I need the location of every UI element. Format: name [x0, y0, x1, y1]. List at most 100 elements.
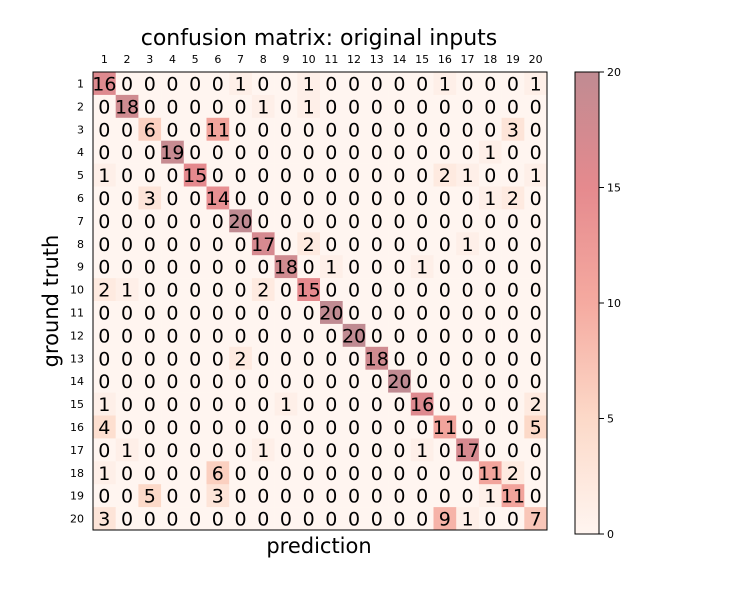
cell-value: 2 [507, 188, 519, 210]
matrix-cell [115, 392, 139, 416]
y-tick-label: 15 [70, 398, 84, 411]
x-tick-label: 9 [282, 53, 289, 66]
y-tick-label: 19 [70, 490, 84, 503]
matrix-cell [388, 301, 412, 325]
matrix-cell [478, 346, 502, 370]
cell-value: 0 [530, 257, 542, 279]
matrix-cell [433, 255, 457, 279]
cell-value: 1 [121, 280, 133, 302]
matrix-cell [524, 278, 548, 302]
matrix-cell [138, 461, 162, 485]
cell-value: 0 [144, 463, 156, 485]
cell-value: 0 [462, 417, 474, 439]
cell-value: 0 [393, 302, 405, 324]
cell-value: 0 [348, 417, 360, 439]
matrix-cell [183, 484, 207, 508]
cell-value: 0 [371, 509, 383, 531]
matrix-cell [342, 117, 366, 141]
matrix-cell [297, 323, 321, 348]
cell-value: 0 [439, 280, 451, 302]
cell-value: 0 [348, 257, 360, 279]
cell-value: 1 [303, 73, 315, 95]
cell-value: 0 [484, 394, 496, 416]
cell-value: 0 [348, 371, 360, 393]
cell-value: 0 [189, 417, 201, 439]
matrix-cell [229, 72, 253, 96]
cell-value: 0 [439, 371, 451, 393]
matrix-cell [161, 392, 185, 416]
colorbar-tick-label: 10 [607, 297, 621, 310]
matrix-cell [456, 163, 480, 187]
cell-value: 0 [530, 234, 542, 256]
cell-value: 0 [462, 257, 474, 279]
matrix-cell [410, 117, 434, 141]
matrix-cell [410, 346, 434, 370]
matrix-cell [478, 392, 502, 416]
matrix-cell [365, 278, 389, 302]
cell-value: 0 [280, 463, 292, 485]
matrix-cell [115, 484, 139, 508]
matrix-cell [410, 301, 434, 325]
matrix-cell [501, 94, 525, 119]
y-tick-label: 7 [77, 215, 84, 228]
matrix-cell [501, 117, 525, 141]
matrix-cell [93, 438, 116, 462]
cell-value: 0 [303, 486, 315, 508]
matrix-cell [320, 346, 343, 370]
matrix-cell [365, 415, 389, 439]
cell-value: 0 [348, 188, 360, 210]
matrix-cell [342, 323, 366, 348]
cell-value: 0 [507, 509, 519, 531]
cell-value: 0 [416, 280, 428, 302]
y-tick-label: 5 [77, 169, 84, 182]
matrix-cell [138, 209, 162, 233]
cell-value: 0 [257, 257, 269, 279]
matrix-cell [433, 140, 457, 164]
matrix-cell [478, 94, 502, 119]
matrix-cell [501, 209, 525, 233]
cell-value: 0 [530, 348, 542, 370]
cell-value: 0 [235, 371, 247, 393]
cell-value: 0 [98, 440, 110, 462]
matrix-cell [183, 140, 207, 164]
matrix-cell [229, 507, 253, 531]
matrix-cell [388, 72, 412, 96]
colorbar-tick-label: 15 [607, 182, 621, 195]
cell-value: 0 [166, 371, 178, 393]
cell-value: 0 [235, 509, 247, 531]
matrix-cell [297, 461, 321, 485]
cell-value: 0 [257, 417, 269, 439]
cell-value: 1 [530, 165, 542, 187]
cell-value: 0 [303, 394, 315, 416]
matrix-cell [274, 232, 298, 256]
matrix-cell [274, 392, 298, 416]
matrix-cell [410, 94, 434, 119]
cell-value: 0 [484, 302, 496, 324]
cell-value: 0 [348, 73, 360, 95]
matrix-cell [251, 438, 275, 462]
matrix-cell [297, 117, 321, 141]
cell-value: 0 [530, 486, 542, 508]
cell-value: 0 [462, 394, 474, 416]
cell-value: 0 [280, 509, 292, 531]
cell-value: 1 [462, 234, 474, 256]
cell-value: 0 [507, 417, 519, 439]
matrix-cell [93, 186, 116, 210]
matrix-cell [274, 72, 298, 96]
cell-value: 0 [189, 280, 201, 302]
matrix-cell [388, 438, 412, 462]
matrix-cell [297, 369, 321, 393]
matrix-cell [524, 484, 548, 508]
matrix-cell [274, 140, 298, 164]
cell-value: 0 [371, 417, 383, 439]
matrix-cell [478, 461, 502, 485]
matrix-cell [342, 72, 366, 96]
cell-value: 0 [144, 234, 156, 256]
matrix-cell [251, 209, 275, 233]
matrix-cell [456, 72, 480, 96]
cell-value: 0 [325, 234, 337, 256]
cell-value: 0 [484, 96, 496, 118]
matrix-cell [501, 323, 525, 348]
cell-value: 0 [144, 96, 156, 118]
cell-value: 0 [393, 119, 405, 141]
